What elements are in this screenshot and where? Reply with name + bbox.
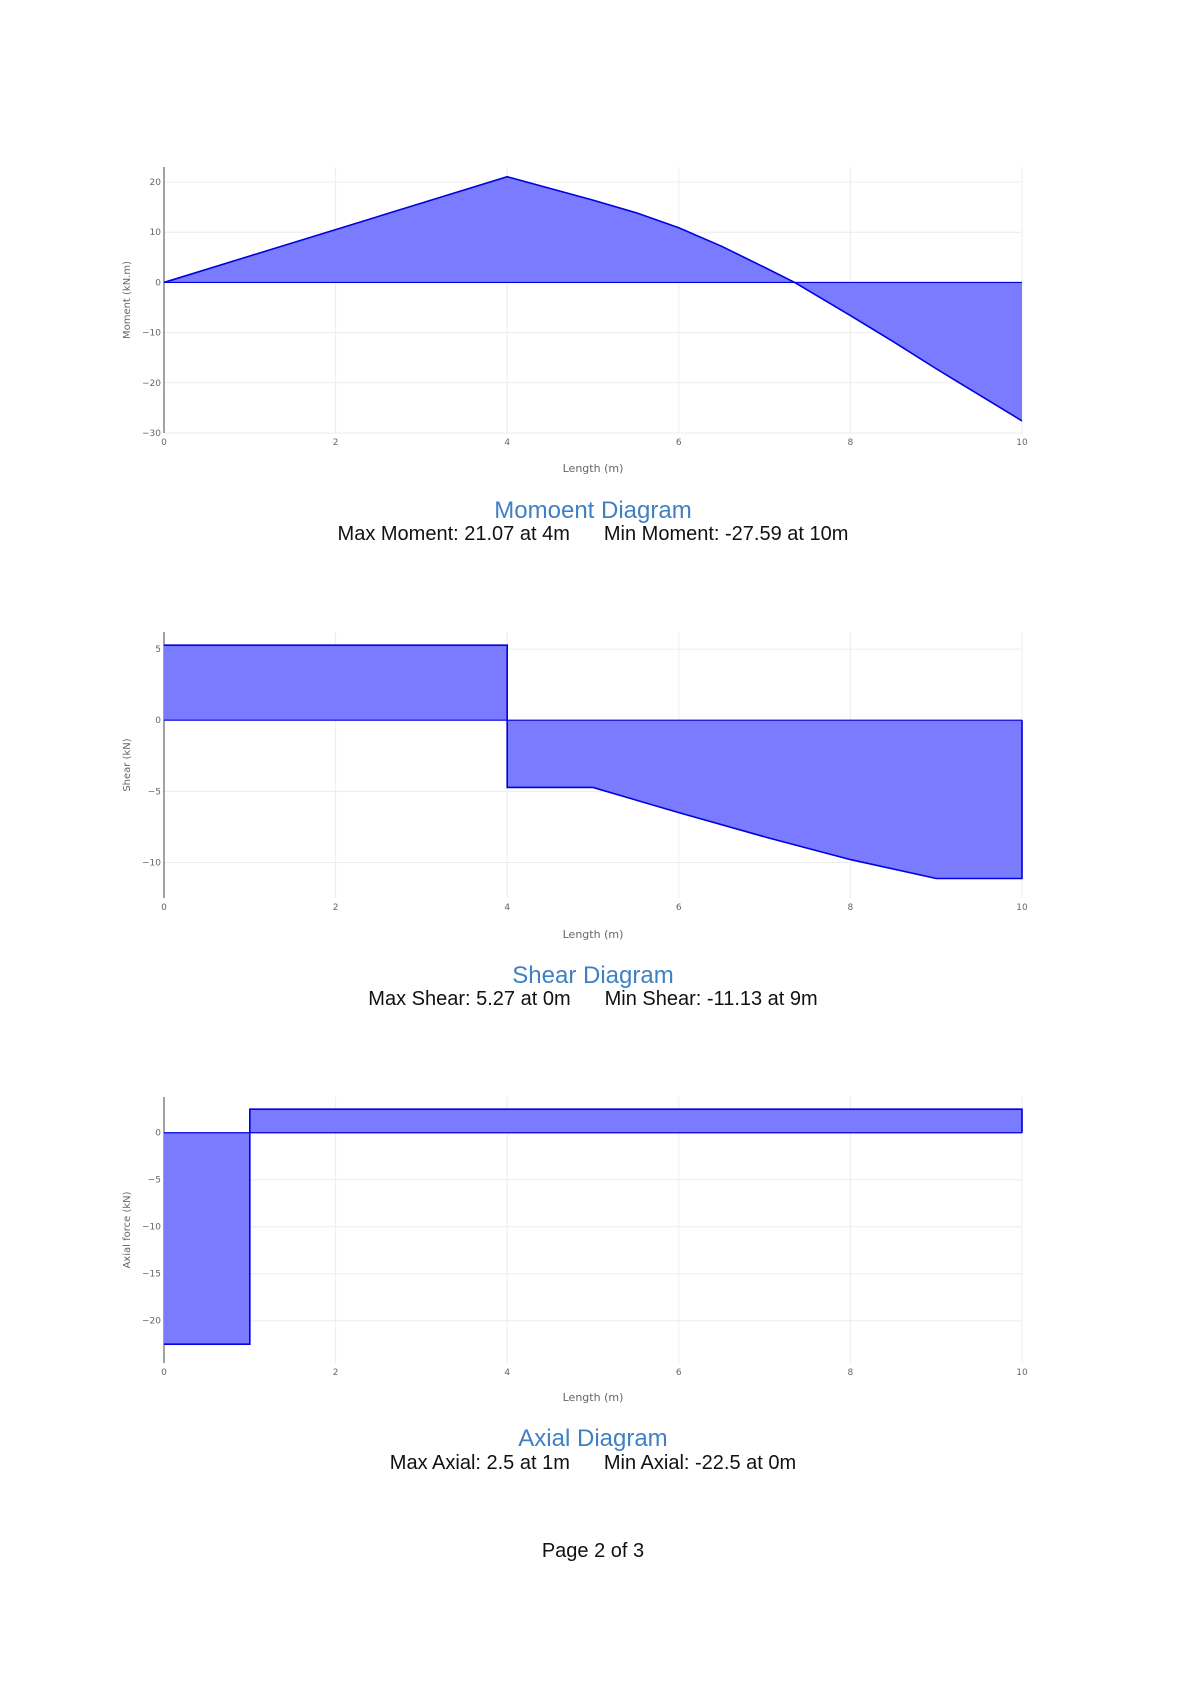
y-axis-label: Axial force (kN)	[122, 1191, 133, 1268]
min-value-text: Min Moment: -27.59 at 10m	[603, 523, 849, 545]
y-tick-label: −10	[142, 858, 161, 868]
x-tick-label: 2	[333, 438, 339, 448]
x-tick-label: 10	[1016, 903, 1028, 913]
x-tick-label: 4	[504, 1368, 510, 1378]
min-value-text: Min Shear: -11.13 at 9m	[604, 988, 818, 1010]
area-fill	[164, 1109, 1022, 1345]
y-tick-label: 0	[155, 278, 161, 288]
y-tick-label: 5	[155, 645, 161, 655]
y-tick-label: −5	[148, 787, 161, 797]
series-line	[164, 1108, 1023, 1345]
chart-title: Axial Diagram	[518, 1425, 668, 1452]
min-value-text: Min Axial: -22.5 at 0m	[603, 1452, 797, 1474]
x-tick-label: 10	[1016, 1368, 1028, 1378]
y-tick-label: −20	[142, 1317, 161, 1327]
max-value-text: Max Shear: 5.27 at 0m	[368, 988, 571, 1010]
chart-summary: Max Moment: 21.07 at 4m Min Moment: -27.5…	[0, 523, 1186, 546]
y-tick-label: 10	[150, 228, 162, 238]
page-number: Page 2 of 3	[541, 1540, 645, 1562]
y-tick-label: −15	[142, 1270, 161, 1280]
x-tick-label: 8	[848, 1368, 854, 1378]
x-tick-label: 2	[333, 903, 339, 913]
x-axis-label: Length (m)	[563, 928, 624, 941]
area-fill	[164, 176, 1022, 421]
chart-summary: Max Axial: 2.5 at 1m Min Axial: -22.5 at …	[0, 1452, 1186, 1475]
chart-title: Shear Diagram	[512, 962, 674, 989]
max-value-text: Max Moment: 21.07 at 4m	[337, 523, 570, 545]
y-axis-label: Moment (kN.m)	[122, 261, 133, 339]
y-tick-label: −10	[142, 1223, 161, 1233]
moment-chart: 0 2 4 6 8 10 20 10 0 −10 −20 −30 Length (m) Moment (k…	[122, 167, 1028, 475]
x-tick-label: 8	[848, 438, 854, 448]
x-axis-label: Length (m)	[563, 1391, 624, 1404]
x-tick-label: 4	[504, 903, 510, 913]
x-tick-label: 0	[161, 1368, 167, 1378]
chart-summary: Max Shear: 5.27 at 0m Min Shear: -11.13 a…	[0, 988, 1186, 1011]
x-tick-label: 10	[1016, 438, 1028, 448]
y-tick-label: −10	[142, 329, 161, 339]
x-axis-label: Length (m)	[563, 462, 624, 475]
max-value-text: Max Axial: 2.5 at 1m	[389, 1452, 570, 1474]
x-tick-label: 4	[504, 438, 510, 448]
y-tick-label: 0	[155, 716, 161, 726]
y-tick-label: −20	[142, 379, 161, 389]
series-line	[164, 644, 1023, 880]
y-axis-label: Shear (kN)	[122, 738, 133, 791]
y-tick-label: −5	[148, 1176, 161, 1186]
x-tick-label: 6	[676, 1368, 682, 1378]
y-tick-label: 20	[150, 178, 162, 188]
x-tick-label: 0	[161, 903, 167, 913]
y-tick-label: −30	[142, 429, 161, 439]
x-tick-label: 2	[333, 1368, 339, 1378]
x-tick-label: 8	[848, 903, 854, 913]
x-tick-label: 6	[676, 903, 682, 913]
chart-title: Momoent Diagram	[494, 497, 692, 524]
area-fill	[164, 645, 1022, 879]
y-tick-label: 0	[155, 1129, 161, 1139]
series-line	[163, 175, 1023, 422]
x-tick-label: 0	[161, 438, 167, 448]
x-tick-label: 6	[676, 438, 682, 448]
